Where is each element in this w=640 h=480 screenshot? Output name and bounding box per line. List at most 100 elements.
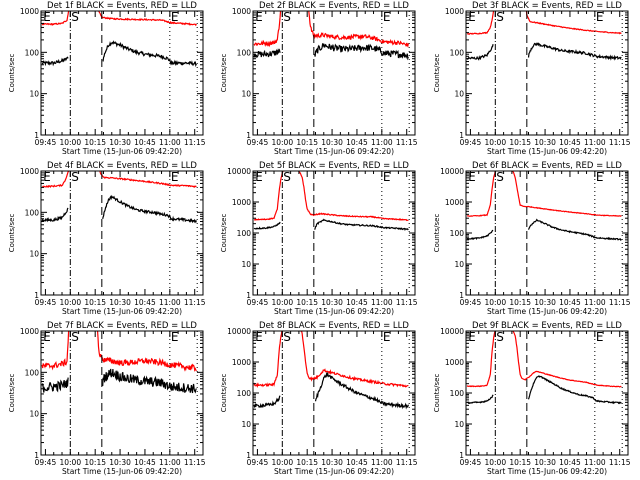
y-tick-label: 1000 bbox=[445, 7, 464, 16]
x-axis-label: Start Time (15-Jun-06 09:42:20) bbox=[274, 307, 394, 316]
x-tick-label: 10:45 bbox=[346, 458, 368, 467]
series-line-events bbox=[253, 371, 409, 410]
x-tick-label: 10:15 bbox=[84, 458, 106, 467]
y-tick-label: 10 bbox=[29, 250, 39, 259]
series-line-lld bbox=[41, 171, 197, 189]
marker-label: S bbox=[71, 330, 79, 344]
x-tick-label: 10:45 bbox=[559, 138, 581, 147]
series-line-events bbox=[41, 368, 197, 394]
x-tick-label: 10:30 bbox=[109, 298, 131, 307]
plot-frame bbox=[252, 170, 416, 296]
plot-frame bbox=[465, 330, 629, 456]
series-line-events bbox=[41, 194, 197, 224]
x-tick-label: 09:45 bbox=[35, 138, 57, 147]
y-tick-label: 10000 bbox=[227, 167, 251, 176]
marker-label: E bbox=[596, 170, 604, 184]
x-tick-label: 10:15 bbox=[296, 138, 318, 147]
x-tick-label: 09:45 bbox=[247, 298, 269, 307]
x-tick-label: 10:15 bbox=[296, 458, 318, 467]
x-tick-label: 10:15 bbox=[509, 458, 531, 467]
y-tick-label: 10000 bbox=[440, 327, 464, 336]
x-axis-label: Start Time (15-Jun-06 09:42:20) bbox=[274, 147, 394, 156]
marker-label: E bbox=[383, 170, 391, 184]
y-tick-label: 100 bbox=[237, 48, 252, 57]
y-tick-label: 100 bbox=[25, 368, 40, 377]
x-tick-label: 11:15 bbox=[184, 458, 206, 467]
x-tick-label: 10:00 bbox=[59, 458, 81, 467]
y-tick-label: 10 bbox=[29, 90, 39, 99]
plot-frame bbox=[40, 330, 204, 456]
x-tick-label: 11:00 bbox=[584, 458, 606, 467]
x-axis-label: Start Time (15-Jun-06 09:42:20) bbox=[487, 307, 607, 316]
marker-label: S bbox=[283, 170, 291, 184]
x-tick-label: 10:00 bbox=[271, 298, 293, 307]
y-axis-label: Counts/sec bbox=[220, 54, 228, 93]
x-tick-label: 10:45 bbox=[346, 138, 368, 147]
series-line-lld bbox=[41, 11, 197, 27]
y-tick-label: 1000 bbox=[445, 198, 464, 207]
marker-label: E bbox=[43, 330, 51, 344]
y-tick-label: 10 bbox=[454, 260, 464, 269]
marker-label: E bbox=[468, 170, 476, 184]
x-tick-label: 10:45 bbox=[134, 298, 156, 307]
series-line-lld bbox=[467, 171, 622, 217]
x-tick-label: 11:00 bbox=[584, 138, 606, 147]
plot-frame bbox=[40, 10, 204, 136]
x-tick-label: 09:45 bbox=[247, 138, 269, 147]
x-tick-label: 10:30 bbox=[321, 138, 343, 147]
x-axis-label: Start Time (15-Jun-06 09:42:20) bbox=[487, 147, 607, 156]
y-tick-label: 1000 bbox=[20, 7, 39, 16]
series-line-events bbox=[253, 218, 409, 231]
marker-label: S bbox=[283, 10, 291, 24]
series-line-lld bbox=[253, 331, 409, 389]
plot-frame bbox=[40, 170, 204, 296]
x-tick-label: 11:00 bbox=[371, 298, 393, 307]
chart-title: Det 5f BLACK = Events, RED = LLD bbox=[259, 161, 409, 171]
marker-label: E bbox=[255, 10, 263, 24]
x-tick-label: 11:00 bbox=[584, 298, 606, 307]
y-tick-label: 10000 bbox=[440, 167, 464, 176]
marker-label: S bbox=[496, 170, 504, 184]
x-tick-label: 11:15 bbox=[609, 458, 631, 467]
x-tick-label: 11:00 bbox=[371, 138, 393, 147]
x-tick-label: 10:00 bbox=[59, 138, 81, 147]
marker-label: S bbox=[496, 330, 504, 344]
y-tick-label: 10 bbox=[241, 90, 251, 99]
y-tick-label: 1000 bbox=[445, 358, 464, 367]
x-tick-label: 10:30 bbox=[109, 138, 131, 147]
y-tick-label: 100 bbox=[25, 208, 40, 217]
x-tick-label: 10:15 bbox=[296, 298, 318, 307]
y-tick-label: 100 bbox=[450, 229, 465, 238]
series-line-events bbox=[466, 42, 622, 61]
y-tick-label: 10000 bbox=[227, 327, 251, 336]
x-axis-label: Start Time (15-Jun-06 09:42:20) bbox=[62, 147, 182, 156]
marker-label: E bbox=[383, 10, 391, 24]
marker-label: E bbox=[255, 170, 263, 184]
y-axis-label: Counts/sec bbox=[433, 54, 441, 93]
x-tick-label: 10:15 bbox=[509, 138, 531, 147]
x-tick-label: 10:45 bbox=[559, 458, 581, 467]
y-axis-label: Counts/sec bbox=[433, 214, 441, 253]
y-tick-label: 10 bbox=[241, 420, 251, 429]
x-tick-label: 09:45 bbox=[247, 458, 269, 467]
x-tick-label: 11:15 bbox=[609, 298, 631, 307]
x-tick-label: 10:15 bbox=[84, 138, 106, 147]
y-axis-label: Counts/sec bbox=[220, 214, 228, 253]
x-tick-label: 09:45 bbox=[460, 138, 482, 147]
y-tick-label: 10 bbox=[454, 90, 464, 99]
x-tick-label: 09:45 bbox=[460, 458, 482, 467]
y-axis-label: Counts/sec bbox=[8, 54, 16, 93]
marker-label: E bbox=[468, 10, 476, 24]
y-tick-label: 100 bbox=[237, 389, 252, 398]
marker-label: E bbox=[596, 10, 604, 24]
marker-label: S bbox=[496, 10, 504, 24]
x-tick-label: 11:00 bbox=[159, 138, 181, 147]
chart-title: Det 1f BLACK = Events, RED = LLD bbox=[47, 1, 197, 11]
y-tick-label: 10 bbox=[454, 420, 464, 429]
y-tick-label: 1 bbox=[34, 451, 39, 460]
x-tick-label: 11:15 bbox=[396, 458, 418, 467]
